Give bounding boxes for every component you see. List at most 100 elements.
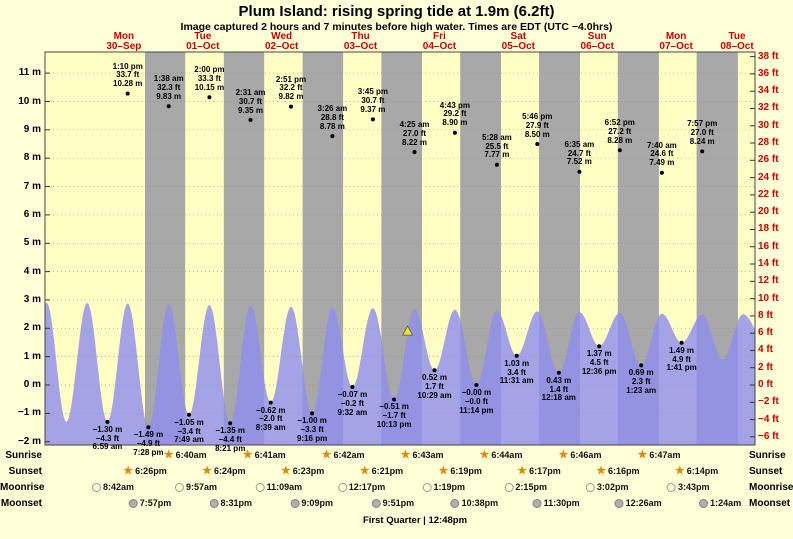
low-tide-dot (187, 412, 191, 417)
moonset-icon (614, 498, 624, 508)
low-tide-dot (350, 385, 355, 389)
sunrise-icon: ★ (637, 449, 648, 461)
moonrise-entry: 3:02pm (585, 481, 628, 493)
low-tide-meters: −0.07 m (337, 389, 368, 399)
high-tide-annotation: 1:38 am 32.3 ft 9.83 m (154, 75, 184, 101)
low-tide-dot (268, 400, 273, 405)
high-tide-annotation: 4:25 am 27.0 ft 8.22 m (399, 119, 430, 147)
moonset-icon (699, 498, 709, 508)
moonrise-icon (422, 482, 432, 492)
low-tide-meters: −0.51 m (379, 402, 409, 412)
low-tide-annotation: −1.35 m −4.4 ft 8:21 pm (215, 426, 245, 453)
high-tide-feet: 24.7 ft (567, 148, 591, 158)
sunset-icon: ★ (438, 465, 449, 477)
sunset-time: 6:19pm (450, 466, 482, 476)
high-tide-annotation: 2:00 pm 33.3 ft 10.15 m (194, 65, 225, 92)
day-date: 03–Oct (343, 41, 378, 52)
moonset-time: 8:31pm (220, 498, 253, 508)
sunrise-entry: ★ 6:44am (480, 449, 523, 461)
moonrise-time: 2:15pm (515, 482, 547, 492)
high-tide-feet: 30.7 ft (361, 96, 385, 106)
low-tide-annotation: −1.00 m −3.3 ft 9:16 pm (297, 417, 327, 443)
high-tide-meters: 10.15 m (194, 82, 225, 92)
high-tide-annotation: 3:26 am 28.8 ft 8.78 m (317, 104, 347, 131)
meters-axis-label: 9 m (23, 123, 41, 135)
high-tide-annotation: 7:57 pm 27.0 ft 8.24 m (687, 120, 717, 146)
high-tide-annotation: 1:10 pm 33.7 ft 10.28 m (113, 62, 143, 89)
high-tide-meters: 8.22 m (402, 137, 427, 147)
tide-wave (45, 302, 755, 445)
day-dow: Sat (510, 31, 527, 42)
astro-label-left-moonrise: Moonrise (0, 482, 45, 493)
sunset-icon: ★ (517, 465, 528, 477)
moonset-icon (290, 498, 300, 508)
low-tide-meters: −1.30 m (92, 424, 123, 434)
moonrise-time: 11:09am (266, 482, 303, 492)
sunrise-time: 6:43am (412, 450, 444, 460)
low-tide-time: 12:18 am (541, 393, 576, 403)
day-dow: Mon (113, 31, 135, 42)
low-tide-feet: −2.0 ft (259, 414, 283, 424)
high-tide-meters: 10.28 m (113, 79, 143, 89)
high-tide-meters: 7.49 m (649, 158, 675, 168)
moonset-icon (450, 498, 460, 508)
day-dow: Thu (351, 31, 370, 42)
sunset-icon: ★ (202, 465, 212, 477)
low-tide-annotation: −1.05 m −3.4 ft 7:49 am (174, 417, 204, 445)
moonset-icon (371, 498, 381, 508)
astro-label-left-sunset: Sunset (8, 466, 42, 477)
current-tide-marker (401, 325, 414, 336)
high-tide-meters: 9.37 m (360, 104, 386, 114)
high-tide-annotation: 6:52 pm 27.2 ft 8.28 m (605, 118, 635, 145)
feet-axis-label: 10 ft (758, 292, 779, 304)
high-tide-meters: 8.28 m (607, 135, 633, 145)
low-tide-annotation: −0.62 m −2.0 ft 8:39 am (255, 406, 286, 433)
meters-axis-label: 0 m (23, 379, 41, 390)
meters-axis-label: 6 m (23, 208, 41, 220)
high-tide-dot (207, 95, 212, 100)
day-date: 30–Sep (106, 41, 142, 52)
day-dow: Wed (271, 31, 293, 42)
low-tide-feet: −4.3 ft (95, 433, 120, 443)
feet-axis-label: 16 ft (758, 240, 779, 252)
astro-label-right-moonset: Moonset (749, 498, 791, 509)
low-tide-meters: −1.05 m (174, 417, 204, 427)
day-label: Mon 07–Oct (659, 32, 692, 52)
high-tide-time: 7:40 am (646, 140, 677, 150)
meters-axis-label: 10 m (18, 95, 41, 107)
day-label: Tue 01–Oct (186, 32, 219, 52)
high-tide-time: 2:00 pm (194, 65, 225, 75)
low-tide-annotation: 0.43 m 1.4 ft 12:18 am (541, 376, 576, 403)
high-tide-feet: 28.8 ft (320, 112, 344, 122)
high-tide-feet: 27.0 ft (690, 128, 714, 138)
sunrise-entry: ★ 6:42am (322, 449, 365, 461)
low-tide-feet: −4.9 ft (136, 439, 161, 449)
low-tide-meters: 0.52 m (422, 373, 447, 383)
high-tide-feet: 27.0 ft (402, 128, 427, 138)
moonrise-entry: 9:57am (174, 481, 217, 493)
sunset-icon: ★ (123, 465, 134, 477)
meters-axis-label: 4 m (23, 265, 41, 277)
moonrise-entry: 11:09am (255, 481, 303, 493)
high-tide-time: 2:51 pm (275, 74, 307, 84)
day-label: Tue 08–Oct (720, 32, 753, 52)
high-tide-annotation: 4:43 pm 29.2 ft 8.90 m (440, 101, 470, 128)
low-tide-time: 7:49 am (174, 435, 204, 445)
sunset-entry: ★ 6:16pm (596, 465, 639, 477)
low-tide-time: 8:39 am (255, 423, 286, 433)
meters-axis-label: 5 m (23, 237, 41, 249)
low-tide-annotation: −1.49 m −4.9 ft 7:28 pm (133, 430, 163, 457)
sunrise-entry: ★ 6:43am (401, 449, 444, 461)
high-tide-feet: 32.2 ft (279, 83, 303, 93)
feet-axis-label: 4 ft (758, 344, 773, 356)
moonset-time: 1:24am (710, 498, 742, 508)
high-tide-time: 4:25 am (399, 119, 430, 129)
feet-axis-label: 2 ft (758, 361, 773, 373)
day-dow: Fri (433, 31, 446, 42)
sunrise-icon: ★ (400, 449, 411, 461)
low-tide-feet: −0.2 ft (340, 398, 365, 408)
moonrise-entry: 3:43pm (667, 481, 710, 493)
high-tide-meters: 9.82 m (278, 92, 304, 102)
sunrise-entry: ★ 6:46am (559, 449, 602, 461)
